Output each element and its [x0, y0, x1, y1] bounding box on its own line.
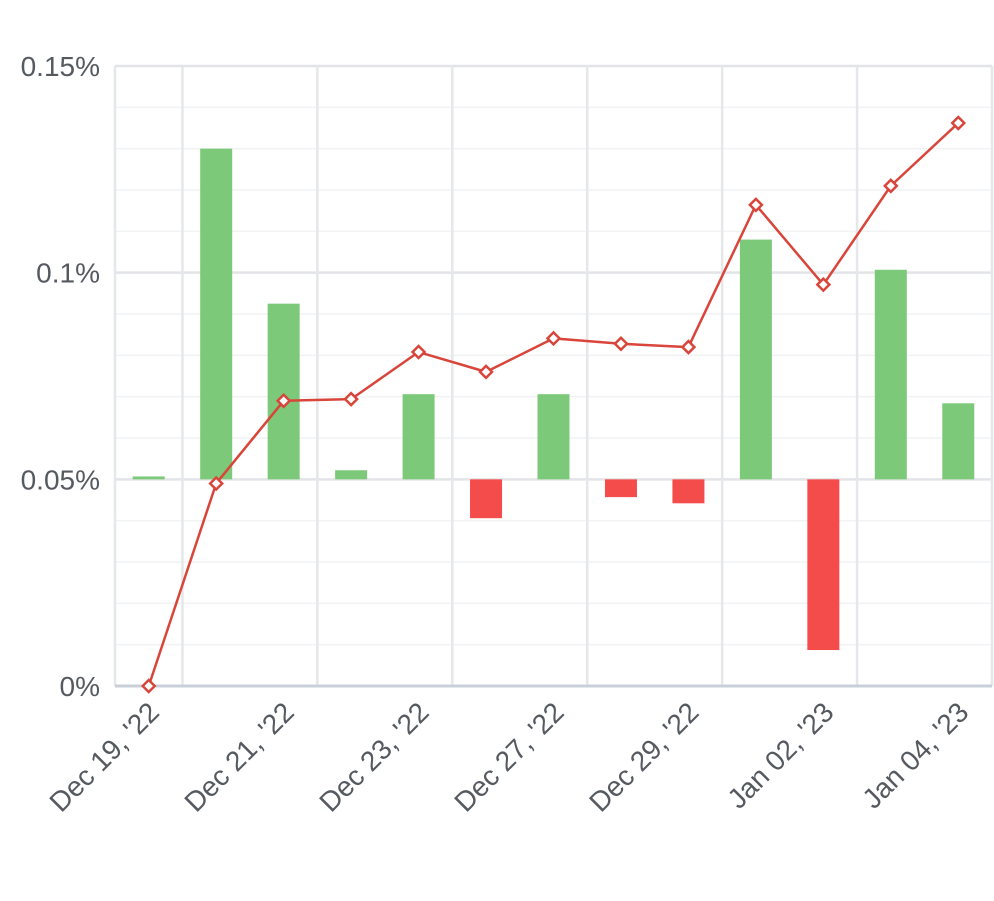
y-tick-label: 0.15%	[21, 51, 100, 82]
bar-series	[132, 148, 975, 651]
line-point	[748, 197, 764, 213]
y-tick-label: 0%	[60, 671, 100, 702]
x-tick-label: Dec 29, '22	[583, 696, 704, 817]
y-axis-ticks: 0% 0.05% 0.1% 0.15%	[21, 51, 100, 702]
bar	[942, 403, 975, 480]
x-tick-label: Dec 21, '22	[178, 696, 299, 817]
minor-gridlines	[115, 106, 992, 646]
y-tick-label: 0.05%	[21, 464, 100, 495]
y-tick-label: 0.1%	[36, 258, 100, 289]
line-point	[680, 339, 697, 355]
line-series	[140, 115, 967, 694]
x-axis-ticks: Dec 19, '22 Dec 21, '22 Dec 23, '22 Dec 27,…	[44, 696, 975, 817]
line-point	[275, 393, 292, 409]
bar	[267, 303, 300, 480]
vertical-gridlines	[113, 66, 994, 686]
bar	[200, 148, 233, 480]
line-point	[815, 276, 832, 293]
line-point	[950, 115, 967, 131]
line-point	[208, 475, 224, 492]
bar	[739, 239, 772, 480]
line-point	[410, 344, 427, 360]
x-tick-label: Jan 04, '23	[856, 696, 974, 814]
x-tick-label: Dec 19, '22	[44, 696, 165, 817]
bar	[672, 479, 705, 504]
bar	[470, 479, 503, 519]
line-point	[883, 178, 899, 194]
bar	[132, 476, 165, 480]
x-tick-label: Dec 23, '22	[313, 696, 434, 817]
line-point	[140, 678, 157, 694]
bar	[335, 470, 368, 480]
x-tick-label: Jan 02, '23	[721, 696, 839, 814]
bar	[402, 394, 435, 480]
bar	[807, 479, 840, 651]
line-point	[343, 391, 359, 407]
bar	[604, 479, 637, 498]
line-point	[478, 364, 494, 380]
bar	[874, 269, 907, 480]
bar	[537, 394, 570, 480]
line-point	[545, 330, 562, 347]
line-point	[613, 335, 629, 352]
x-tick-label: Dec 27, '22	[448, 696, 569, 817]
